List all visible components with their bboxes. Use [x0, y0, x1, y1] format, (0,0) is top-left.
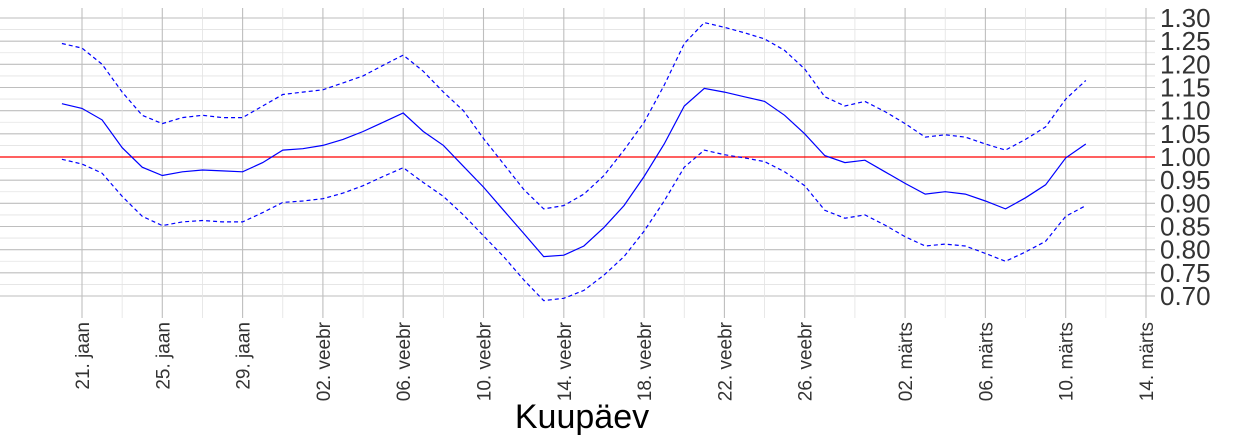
y-tick-label: 0.85	[1160, 212, 1211, 242]
y-tick-label: 0.90	[1160, 188, 1211, 218]
y-tick-label: 0.70	[1160, 281, 1211, 311]
series-line-interval-2	[61, 149, 1087, 302]
x-tick-label: 06. veebr	[394, 321, 415, 401]
x-tick-label: 26. veebr	[796, 321, 817, 401]
x-tick-label: 29. jaan	[234, 322, 255, 390]
series-layer	[61, 21, 1087, 302]
x-tick-label: 21. jaan	[73, 322, 94, 390]
y-tick-label: 1.05	[1160, 119, 1211, 149]
x-tick-label: 18. veebr	[635, 321, 656, 401]
y-tick-label: 0.80	[1160, 235, 1211, 265]
y-tick-label: 1.15	[1160, 73, 1211, 103]
x-tick-label: 25. jaan	[153, 322, 174, 390]
x-tick-label: 14. märts	[1137, 322, 1158, 401]
y-tick-label: 1.30	[1160, 3, 1211, 33]
x-tick-label: 10. veebr	[475, 321, 496, 401]
series-line-interval-1	[61, 21, 1087, 210]
series-line-estimate	[61, 87, 1087, 258]
y-tick-label: 1.25	[1160, 26, 1211, 56]
x-tick-label: 02. veebr	[314, 321, 335, 401]
x-tick-label: 02. märts	[896, 322, 917, 401]
y-tick-label: 1.00	[1160, 142, 1211, 172]
x-axis: 21. jaan 25. jaan 29. jaan 02. veebr 06. vee…	[73, 321, 1158, 401]
y-tick-label: 1.20	[1160, 49, 1211, 79]
grid	[0, 8, 1155, 318]
y-tick-label: 1.10	[1160, 96, 1211, 126]
x-tick-label: 06. märts	[976, 322, 997, 401]
x-tick-label: 10. märts	[1057, 322, 1078, 401]
x-axis-title: Kuupäev	[515, 398, 649, 436]
x-tick-label: 14. veebr	[555, 321, 576, 401]
y-tick-label: 0.95	[1160, 165, 1211, 195]
y-axis: 0.700.750.800.850.900.951.001.051.101.15…	[1160, 3, 1211, 311]
y-tick-label: 0.75	[1160, 258, 1211, 288]
x-tick-label: 22. veebr	[715, 321, 736, 401]
